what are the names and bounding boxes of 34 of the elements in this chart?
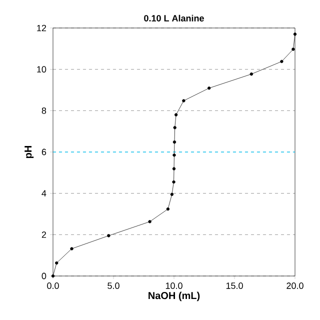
y-tick-label: 0 (42, 272, 46, 280)
point (207, 86, 211, 90)
point (55, 261, 58, 265)
point (172, 153, 176, 157)
x-tick-label: 5.0 (108, 282, 120, 289)
point (170, 192, 174, 196)
point (51, 274, 55, 278)
x-tick-label: 20.0 (286, 282, 304, 289)
point (70, 247, 74, 250)
point (280, 60, 284, 64)
x-tick-label: 15.0 (226, 282, 243, 289)
point (172, 180, 176, 184)
y-tick-label: 10 (37, 66, 46, 73)
y-axis-title: pH (24, 146, 34, 158)
x-tick-label: 10.0 (166, 282, 182, 289)
point (172, 167, 176, 170)
point (174, 113, 178, 116)
y-tick-label: 8 (42, 107, 46, 114)
x-axis-title: NaOH (mL) (148, 292, 200, 302)
y-tick-label: 6 (42, 148, 46, 156)
y-tick-label: 12 (37, 24, 46, 32)
x-tick-label: 0.0 (47, 282, 59, 289)
point (182, 99, 186, 102)
y-tick-label: 4 (42, 190, 46, 196)
point (173, 126, 176, 130)
y-tick-label: 2 (42, 232, 46, 238)
point (293, 32, 297, 36)
point (292, 48, 295, 51)
point (250, 72, 254, 76)
point (107, 234, 110, 238)
chart-title: 0.10 L Alanine (144, 14, 204, 22)
point (172, 140, 176, 144)
point (166, 207, 170, 211)
point (148, 220, 152, 224)
